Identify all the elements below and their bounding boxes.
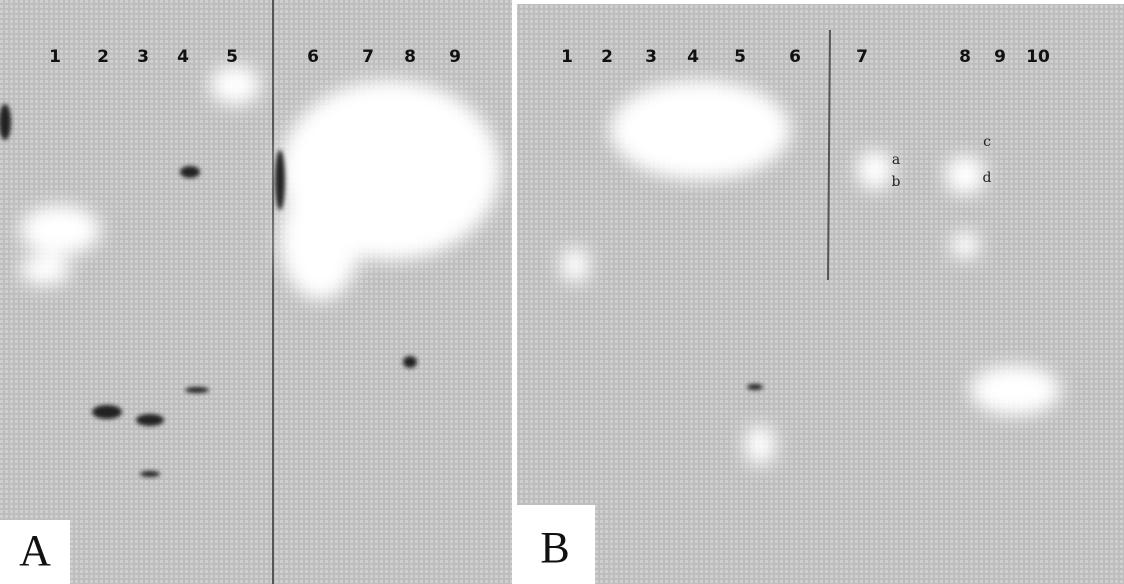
lane-number: 4	[687, 47, 699, 67]
panel-label: A	[19, 526, 51, 575]
lane-number: 5	[226, 47, 238, 67]
lane-number: 2	[601, 47, 613, 67]
band-annotation: a	[892, 152, 900, 168]
lane-number: 2	[97, 47, 109, 67]
blot-figure: 1 2 3 4 5 6 7 8 9 A 1 2 3 4 5 6 7 8 9 10 Bab c d	[0, 0, 1124, 584]
band-annotation: d	[983, 170, 992, 186]
lane-number: 7	[362, 47, 374, 67]
lane-number: 3	[137, 47, 149, 67]
lane-number: 9	[449, 47, 461, 67]
lane-number: 6	[789, 47, 801, 67]
lane-number: 3	[645, 47, 657, 67]
band-annotation: b	[892, 174, 901, 190]
gap	[512, 0, 517, 584]
lane-number: 6	[307, 47, 319, 67]
panel-b-film	[517, 4, 1124, 584]
lane-number: 8	[404, 47, 416, 67]
lane-number: 9	[994, 47, 1006, 67]
lane-number: 8	[959, 47, 971, 67]
lane-number: 10	[1026, 47, 1050, 67]
page: 123456789A12345678910Babcd (() => { cons…	[0, 0, 1124, 584]
band-annotation: c	[983, 134, 991, 150]
lane-number: 1	[561, 47, 573, 67]
background	[0, 0, 1124, 584]
lane-number: 5	[734, 47, 746, 67]
lane-number: 1	[49, 47, 61, 67]
lane-number: 7	[856, 47, 868, 67]
panel-label: B	[540, 523, 569, 572]
lane-number: 4	[177, 47, 189, 67]
